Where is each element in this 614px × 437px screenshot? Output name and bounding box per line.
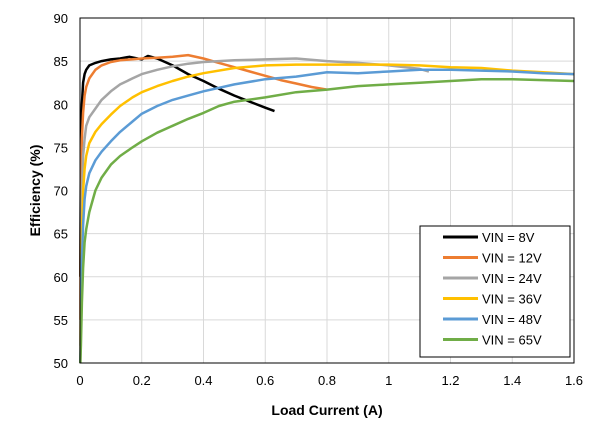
legend-label-3: VIN = 36V [482,292,542,307]
series-line-4 [79,68,575,364]
y-tick-label: 50 [54,356,68,371]
legend: VIN = 8V VIN = 12V VIN = 24V VIN = 36V VIN =… [419,225,571,358]
series-line-5 [79,77,575,364]
legend-label-2: VIN = 24V [482,271,542,286]
x-tick-label: 0.6 [256,373,274,388]
x-tick-label: 0 [76,373,83,388]
y-tick-label: 80 [54,97,68,112]
y-tick-label: 85 [54,54,68,69]
legend-label-0: VIN = 8V [482,230,535,245]
legend-label-5: VIN = 65V [482,333,542,348]
series-line-1 [79,53,328,320]
x-tick-label: 0.4 [194,373,212,388]
x-tick-label: 0.8 [318,373,336,388]
series-line-2 [79,57,430,346]
x-tick-label: 1.4 [503,373,521,388]
series-line-3 [79,63,575,364]
x-tick-label: 1.2 [441,373,459,388]
legend-box [419,225,571,358]
x-tick-label: 1.6 [565,373,583,388]
x-tick-label: 0.2 [133,373,151,388]
y-tick-label: 70 [54,184,68,199]
y-tick-label: 65 [54,227,68,242]
x-tick-label: 1 [385,373,392,388]
series-lines [79,53,575,364]
y-tick-label: 60 [54,270,68,285]
y-axis-title: Efficiency (%) [27,145,43,237]
plot-area-frame [79,17,575,364]
y-tick-labels: 50 55 60 65 70 75 80 85 90 [54,11,68,371]
legend-label-1: VIN = 12V [482,251,542,266]
y-tick-label: 90 [54,11,68,26]
series-line-0 [79,54,275,277]
y-tick-label: 75 [54,140,68,155]
x-tick-labels: 0 0.2 0.4 0.6 0.8 1 1.2 1.4 1.6 [76,373,583,388]
y-tick-label: 55 [54,313,68,328]
x-axis-title: Load Current (A) [271,402,382,418]
legend-label-4: VIN = 48V [482,312,542,327]
